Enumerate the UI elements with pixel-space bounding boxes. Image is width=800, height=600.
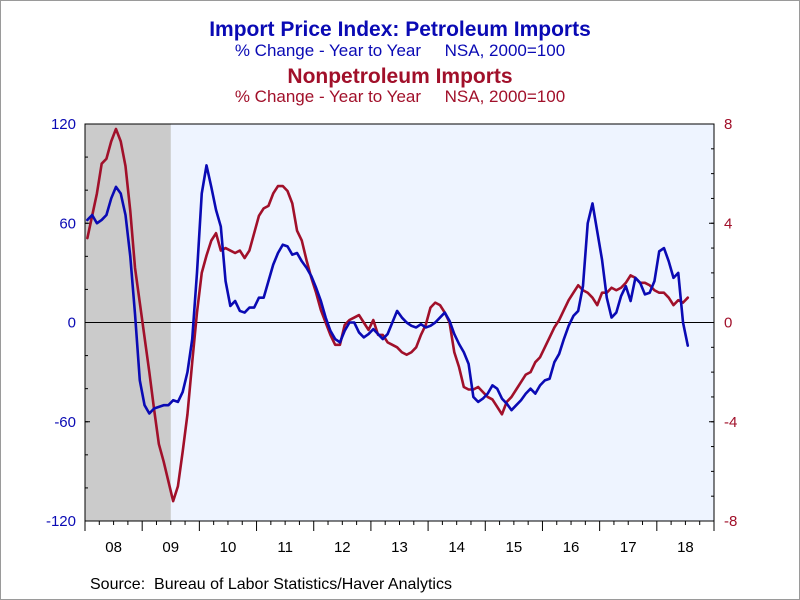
right-axis-tick-label: -4 [724,414,737,431]
x-axis-tick-label: 17 [620,539,637,556]
x-axis-tick-label: 18 [677,539,694,556]
chart-subtitle-nonpetroleum: % Change - Year to Year NSA, 2000=100 [234,87,566,106]
chart-subtitle-petroleum: % Change - Year to Year NSA, 2000=100 [234,41,566,60]
series-line-petroleum [86,164,690,415]
right-axis-tick-label: 4 [724,215,732,232]
chart-title-nonpetroleum: Nonpetroleum Imports [287,65,513,88]
left-axis-tick-label: 0 [68,315,76,332]
series-line-nonpetroleum [86,127,690,503]
x-axis-tick-label: 14 [448,539,465,556]
source-note: Source: Bureau of Labor Statistics/Haver… [90,576,452,593]
x-axis-tick-label: 12 [334,539,351,556]
x-axis-tick-label: 09 [162,539,179,556]
x-axis-tick-label: 10 [220,539,237,556]
right-axis-tick-label: -8 [724,513,737,530]
x-axis-tick-label: 13 [391,539,408,556]
x-axis-tick-label: 08 [105,539,122,556]
left-axis-tick-label: -120 [46,513,76,530]
right-axis-tick-label: 0 [724,315,732,332]
left-axis-tick-label: 60 [59,215,76,232]
x-axis-tick-label: 15 [506,539,523,556]
chart-title-petroleum: Import Price Index: Petroleum Imports [209,18,591,41]
x-axis-tick-label: 11 [277,539,293,556]
left-axis-tick-label: 120 [51,116,76,133]
x-axis-tick-label: 16 [563,539,580,556]
right-axis-tick-label: 8 [724,116,732,133]
left-axis-tick-label: -60 [54,414,76,431]
